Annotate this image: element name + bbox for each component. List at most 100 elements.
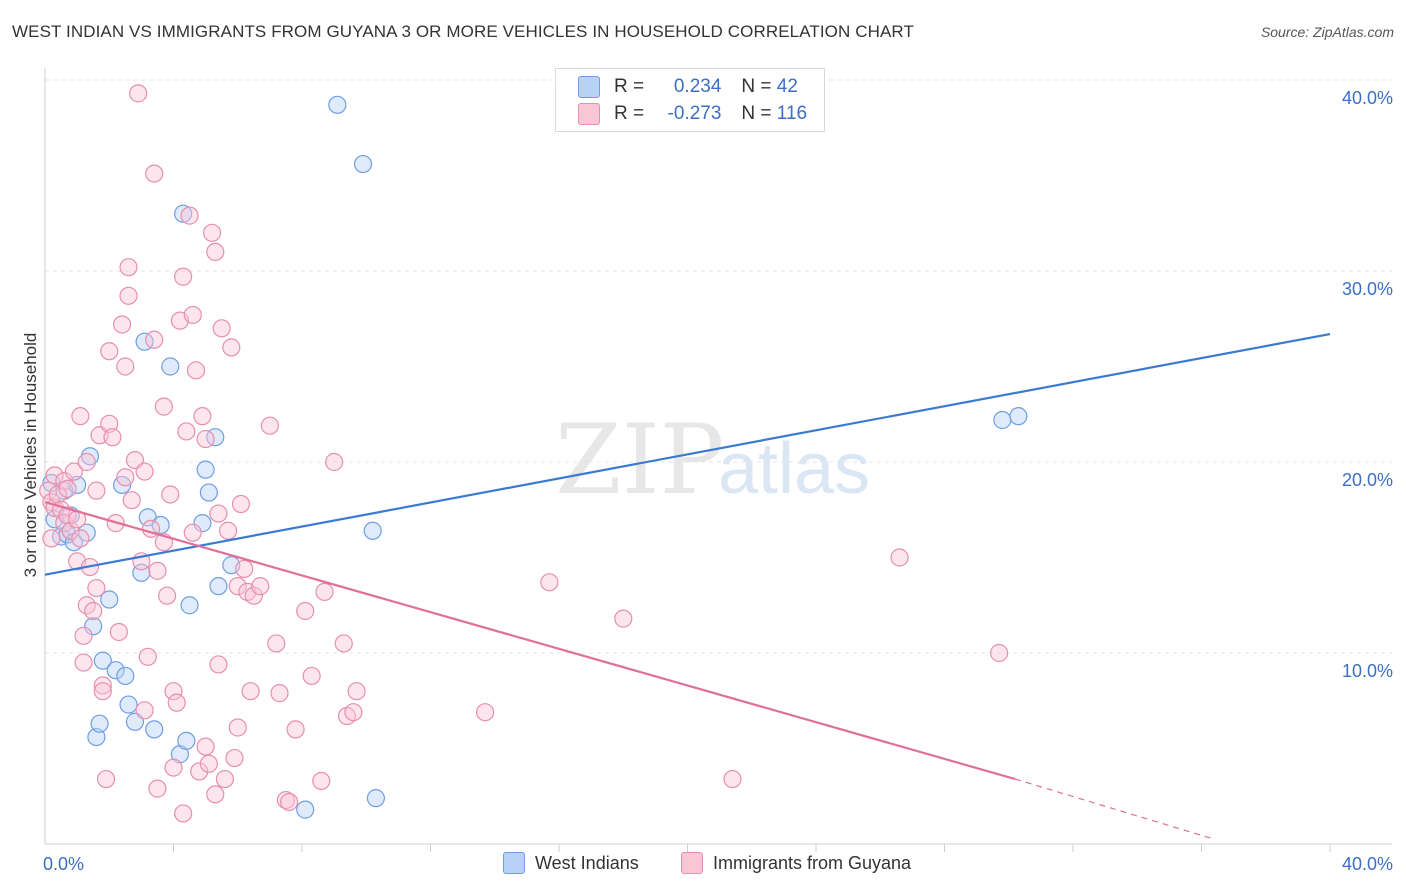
west-indians-points	[42, 95, 1028, 819]
west-indians-point	[80, 447, 100, 466]
guyana-point	[148, 779, 167, 798]
west-indians-point	[100, 590, 119, 609]
guyana-point	[196, 737, 215, 756]
guyana-point	[244, 586, 263, 605]
guyana-point	[228, 718, 247, 737]
guyana-point	[206, 242, 225, 261]
y-tick-label: 30.0%	[1342, 279, 1393, 299]
west-indians-point	[328, 95, 347, 114]
n-value: 116	[776, 103, 808, 124]
guyana-point	[135, 462, 154, 481]
legend-label-guyana: Immigrants from Guyana	[713, 852, 912, 873]
west-indians-point	[196, 460, 215, 479]
guyana-point	[103, 428, 122, 447]
west-indians-legend-swatch	[503, 852, 525, 874]
guyana-point	[87, 481, 106, 500]
y-tick-label: 20.0%	[1342, 470, 1393, 490]
west-indians-point	[193, 514, 212, 533]
guyana-point	[42, 529, 61, 548]
guyana-point	[164, 758, 183, 777]
guyana-point	[174, 267, 193, 286]
guyana-point	[222, 338, 241, 357]
guyana-point	[334, 634, 353, 653]
guyana-point	[186, 361, 206, 380]
guyana-point	[347, 682, 366, 701]
guyana-point	[990, 643, 1009, 663]
x-tick-label: 0.0%	[43, 854, 84, 874]
n-label: N =	[741, 76, 772, 97]
guyana-point	[42, 493, 61, 512]
guyana-point	[84, 601, 103, 621]
west-indians-point	[84, 617, 103, 636]
r-value: -0.273	[667, 103, 722, 124]
west-indians-point	[209, 577, 228, 596]
guyana-point	[167, 693, 186, 712]
west-indians-trend-line	[44, 332, 1331, 576]
guyana-point	[302, 666, 321, 686]
guyana-point	[215, 769, 234, 789]
guyana-point	[71, 407, 90, 426]
n-value: 42	[776, 76, 798, 97]
guyana-point	[93, 676, 112, 695]
axes	[44, 68, 1392, 852]
guyana-point	[145, 164, 164, 183]
guyana-point	[228, 577, 247, 596]
y-tick-labels: 10.0% 20.0% 30.0% 40.0%	[1342, 88, 1393, 681]
west-indians-point	[993, 410, 1012, 430]
guyana-trend-line	[44, 501, 1016, 781]
west-indians-point	[363, 521, 382, 540]
guyana-point	[135, 701, 154, 720]
guyana-point	[58, 479, 77, 498]
guyana-point	[312, 771, 331, 791]
guyana-point	[325, 452, 344, 472]
guyana-point	[219, 521, 238, 540]
chart-title: WEST INDIAN VS IMMIGRANTS FROM GUYANA 3 …	[12, 22, 914, 41]
west-indians-point	[145, 720, 164, 739]
guyana-point	[74, 626, 93, 645]
west-indians-point	[180, 596, 199, 615]
west-indians-point	[151, 515, 170, 535]
guyana-point	[100, 414, 119, 433]
guyana-point	[251, 577, 270, 596]
legend-item-guyana[interactable]: Immigrants from Guyana	[681, 852, 911, 874]
legend-item-west-indians[interactable]: West Indians	[503, 852, 639, 874]
x-tick-label: 40.0%	[1342, 854, 1393, 874]
guyana-point	[225, 748, 244, 768]
guyana-point	[199, 754, 218, 773]
west-indians-point	[296, 800, 315, 819]
guyana-point	[109, 622, 128, 642]
guyana-trend-extension	[1015, 778, 1212, 839]
r-label: R =	[614, 76, 645, 97]
n-label: N =	[741, 103, 772, 124]
guyana-points	[39, 84, 1009, 823]
guyana-point	[476, 703, 495, 722]
guyana-point	[174, 804, 193, 823]
guyana-point	[296, 601, 315, 621]
r-label: R =	[614, 103, 645, 124]
guyana-point	[177, 422, 196, 441]
guyana-point	[190, 762, 209, 781]
guyana-point	[145, 330, 164, 349]
guyana-point	[154, 397, 173, 416]
guyana-point	[157, 586, 177, 605]
guyana-point	[890, 548, 909, 567]
guyana-point	[540, 573, 559, 592]
west-indians-point	[87, 727, 106, 747]
guyana-point	[723, 769, 742, 789]
guyana-point	[39, 481, 58, 500]
west-indians-point	[119, 695, 138, 714]
legend-label-west-indians: West Indians	[535, 852, 639, 873]
guyana-point	[71, 529, 90, 548]
guyana-point	[138, 647, 157, 666]
guyana-point	[74, 653, 93, 672]
guyana-point	[276, 790, 296, 810]
r-value: 0.234	[673, 76, 722, 97]
guyana-point	[260, 416, 279, 435]
guyana-point	[122, 491, 141, 510]
guyana-point	[96, 769, 116, 789]
watermark-zip: ZIP	[555, 404, 724, 516]
guyana-point	[87, 578, 106, 598]
west-indians-point	[353, 154, 373, 174]
guyana-point	[209, 655, 228, 674]
west-indians-swatch	[578, 76, 600, 98]
